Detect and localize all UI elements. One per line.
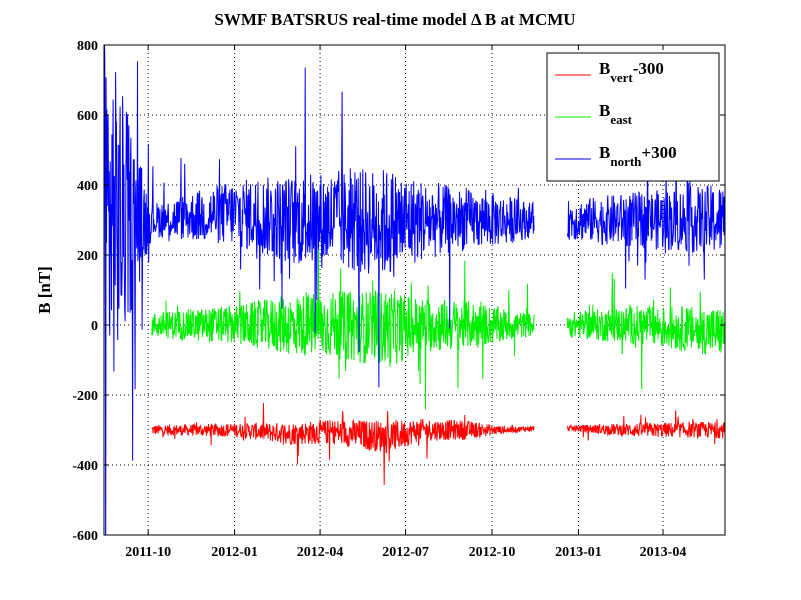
series-line-vert	[151, 402, 725, 486]
y-tick-label: -400	[72, 459, 98, 474]
x-tick-label: 2012-10	[469, 545, 516, 560]
x-tick-label: 2012-01	[211, 545, 258, 560]
legend-label-north: Bnorth+300	[599, 143, 677, 169]
y-tick-label: 200	[77, 249, 98, 264]
legend: Bvert-300 Beast Bnorth+300	[546, 52, 720, 182]
y-tick-label: 400	[77, 179, 98, 194]
legend-label-vert: Bvert-300	[599, 59, 664, 85]
y-axis-label: B [nT]	[35, 266, 54, 314]
y-tick-label: -600	[72, 529, 98, 544]
y-tick-label: -200	[72, 389, 98, 404]
series-line-north	[104, 45, 725, 535]
x-tick-label: 2012-04	[297, 545, 344, 560]
y-tick-label: 800	[77, 39, 98, 54]
y-tick-label: 0	[91, 319, 98, 334]
legend-label-east: Beast	[599, 101, 633, 127]
x-tick-label: 2013-04	[640, 545, 687, 560]
plot-frame	[103, 44, 726, 536]
series-layer	[104, 45, 725, 535]
series-line-east	[151, 244, 725, 410]
axis-ticks: -600 -400 -200 0 200 400 600 800 2011-10 2012-01 2…	[72, 39, 725, 560]
y-tick-label: 600	[77, 109, 98, 124]
grid	[104, 45, 725, 535]
chart-title: SWMF BATSRUS real-time model Δ B at MCMU	[214, 10, 575, 29]
x-tick-label: 2013-01	[555, 545, 602, 560]
x-tick-label: 2012-07	[382, 545, 429, 560]
x-tick-label: 2011-10	[125, 545, 171, 560]
